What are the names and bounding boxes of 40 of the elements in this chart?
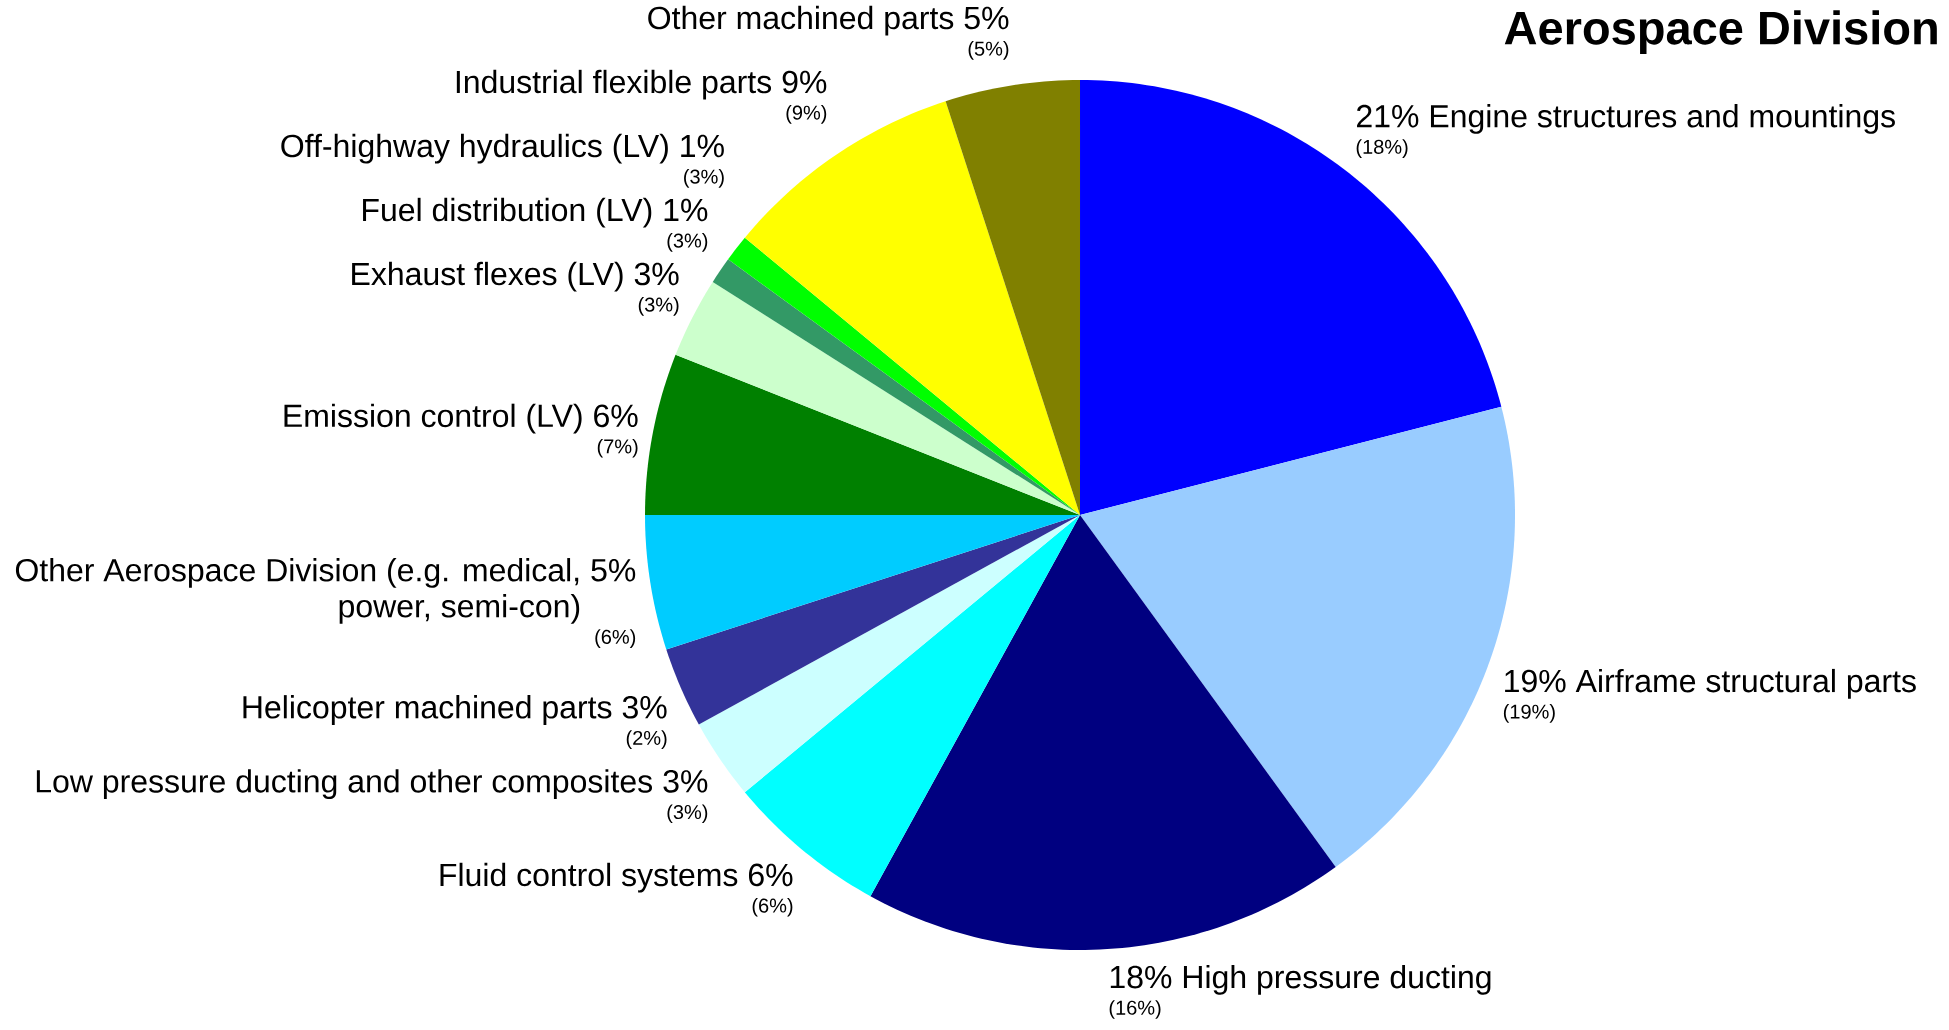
text: (19%): [1503, 704, 1555, 723]
slice-label: Off-highway hydraulics (LV): [281, 133, 668, 164]
chart-title: Aerospace Division: [1504, 10, 1937, 54]
data-label: 18%: [1110, 965, 1172, 989]
data-label: 3%: [634, 262, 679, 286]
text: (16%): [1109, 1000, 1161, 1019]
slice-label: Airframe structural parts: [1575, 668, 1916, 699]
slice-label: Other Aerospace Division (e.g. medical, power, semi-con): [15, 558, 580, 624]
text: (2%): [626, 730, 667, 749]
text: (3%): [667, 233, 708, 252]
data-label: 3%: [663, 770, 708, 793]
text: (3%): [684, 169, 724, 188]
slice-label: High pressure ducting: [1183, 964, 1491, 995]
data-label: 6%: [594, 404, 638, 428]
text: (3%): [638, 297, 679, 316]
data-label: 21%: [1357, 104, 1419, 128]
text: (6%): [595, 629, 636, 648]
data-label: 9%: [782, 70, 827, 94]
data-label: 5%: [591, 559, 636, 582]
data-label: 1%: [681, 134, 724, 158]
data-label: 6%: [748, 863, 793, 887]
text: (5%): [968, 41, 1009, 60]
data-label: 5%: [964, 6, 1009, 30]
text: (9%): [786, 105, 827, 124]
slice-label: Helicopter machined parts: [243, 695, 612, 725]
text: (18%): [1356, 139, 1408, 158]
text: (3%): [667, 804, 708, 824]
slice-label: Fuel distribution (LV): [363, 197, 652, 228]
slice-label: Other machined parts: [648, 5, 954, 36]
slice-label: Industrial flexible parts: [456, 69, 772, 100]
slice-label: Emission control (LV): [284, 403, 582, 434]
text: (7%): [597, 438, 638, 458]
slice-label: Engine structures and mountings: [1430, 104, 1895, 134]
text: (6%): [752, 897, 793, 917]
data-label: 1%: [664, 198, 708, 222]
data-label: 19%: [1505, 669, 1566, 693]
slice-label: Exhaust flexes (LV): [352, 261, 623, 292]
slice-label: Fluid control systems: [440, 862, 738, 893]
data-label: 3%: [622, 695, 667, 719]
slice-label: Low pressure ducting and other composites: [36, 769, 652, 799]
